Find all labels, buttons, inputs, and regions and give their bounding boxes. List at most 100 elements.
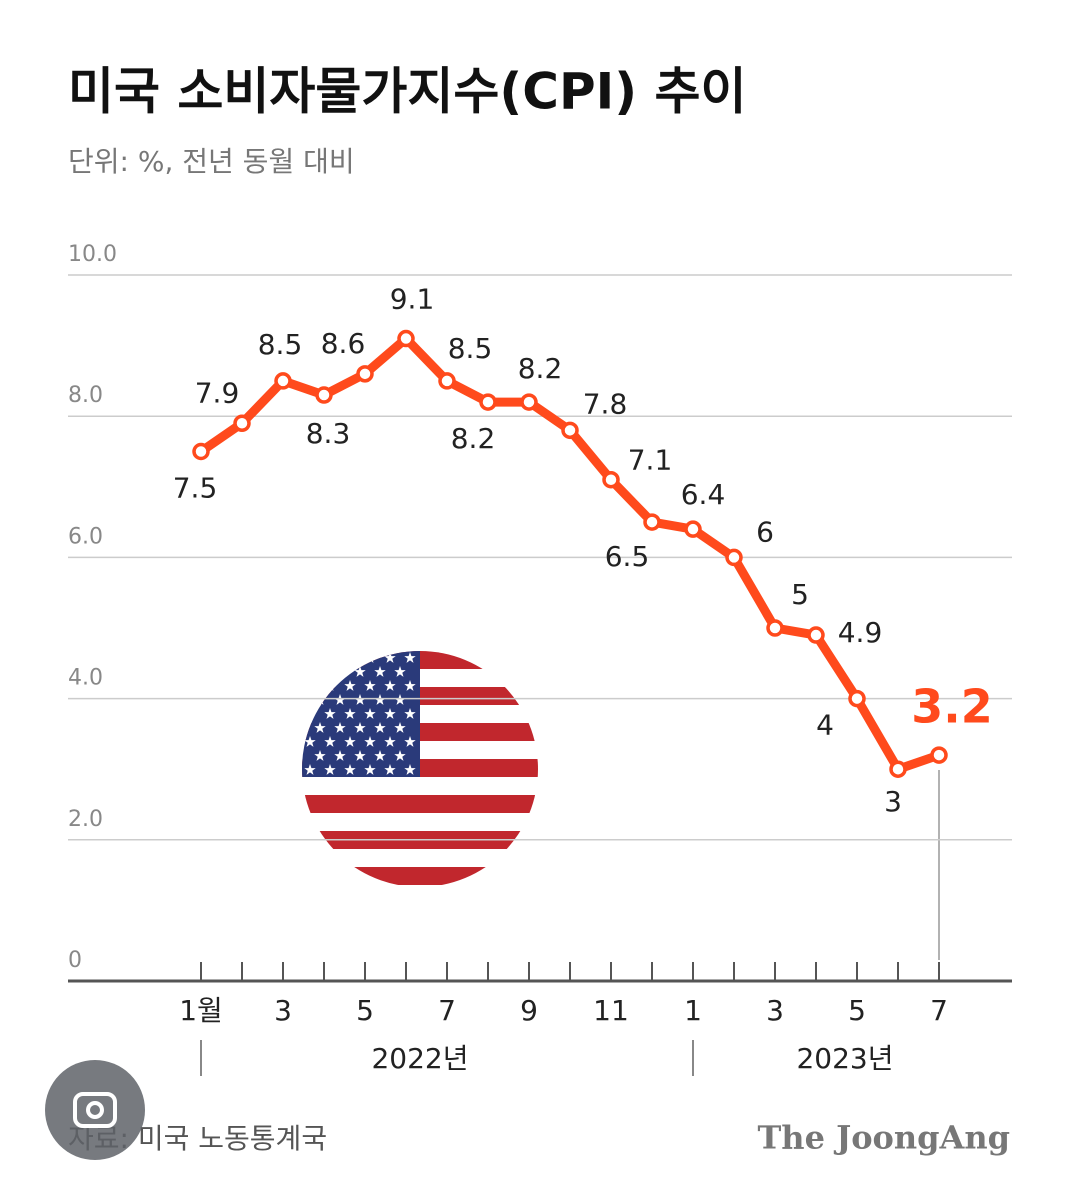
star: [344, 708, 356, 719]
year-label: 2023년: [796, 1042, 893, 1075]
star: [384, 652, 396, 663]
point: [561, 421, 579, 440]
y-tick-label: 8.0: [68, 383, 103, 408]
brand: The JoongAng: [757, 1119, 1010, 1157]
star: [334, 750, 346, 761]
star: [304, 764, 316, 775]
star: [324, 764, 336, 775]
x-tick-label: 5: [848, 994, 866, 1027]
star: [404, 652, 416, 663]
star: [314, 722, 326, 733]
data-label: 5: [791, 578, 809, 611]
star: [384, 764, 396, 775]
data-label: 6.5: [605, 540, 650, 573]
star: [354, 722, 366, 733]
y-tick-label: 2.0: [68, 807, 103, 832]
point: [643, 513, 661, 531]
point: [356, 365, 374, 383]
year-label: 2022년: [371, 1042, 468, 1075]
star: [384, 736, 396, 747]
data-label: 9.1: [390, 283, 435, 316]
data-label: 4: [816, 709, 834, 742]
star: [404, 736, 416, 747]
star: [374, 750, 386, 761]
star: [404, 708, 416, 719]
point: [725, 548, 743, 567]
x-tick-label: 9: [520, 994, 538, 1027]
data-label: 7.8: [583, 387, 628, 420]
y-tick-label: 4.0: [68, 666, 103, 691]
data-label: 8.3: [306, 417, 351, 450]
star: [354, 666, 366, 677]
data-label: 8.5: [448, 332, 493, 365]
star: [374, 722, 386, 733]
x-tick-label: 3: [766, 994, 784, 1027]
chart-subtitle: 단위: %, 전년 동월 대비: [68, 145, 355, 178]
star: [384, 708, 396, 719]
data-label: 8.5: [258, 328, 303, 361]
data-label: 7.9: [195, 376, 240, 409]
point: [315, 386, 333, 404]
star: [344, 680, 356, 691]
star: [304, 736, 316, 747]
data-label: 8.6: [321, 327, 366, 360]
chart-title: 미국 소비자물가지수(CPI) 추이: [68, 63, 746, 121]
star: [324, 708, 336, 719]
data-label: 6.4: [681, 478, 726, 511]
data-label: 4.9: [838, 616, 883, 649]
point: [479, 393, 497, 411]
data-label: 6: [756, 515, 774, 548]
lens-icon[interactable]: [45, 1060, 145, 1160]
point: [684, 520, 702, 538]
data-label: 7.1: [628, 444, 673, 477]
x-tick-label: 7: [438, 994, 456, 1027]
star: [374, 666, 386, 677]
star: [394, 666, 406, 677]
star: [394, 694, 406, 705]
x-tick-label: 1: [684, 994, 702, 1027]
star: [364, 736, 376, 747]
star: [394, 722, 406, 733]
point: [930, 746, 948, 764]
point: [848, 689, 866, 708]
point: [397, 329, 415, 348]
data-label: 7.5: [173, 472, 218, 505]
data-label: 3.2: [911, 680, 993, 734]
star: [384, 680, 396, 691]
point: [192, 442, 210, 461]
point: [438, 372, 456, 390]
x-tick-label: 5: [356, 994, 374, 1027]
x-tick-label: 7: [930, 994, 948, 1027]
star: [324, 736, 336, 747]
x-tick-label: 1월: [179, 994, 223, 1027]
x-tick-label: 11: [593, 994, 629, 1027]
star: [344, 736, 356, 747]
y-tick-label: 0: [68, 948, 82, 973]
point: [766, 619, 784, 637]
point: [602, 470, 620, 489]
star: [354, 694, 366, 705]
data-label: 8.2: [451, 422, 496, 455]
point: [807, 626, 825, 644]
y-tick-label: 6.0: [68, 524, 103, 549]
point: [233, 414, 251, 433]
star: [364, 708, 376, 719]
star: [364, 680, 376, 691]
star: [354, 750, 366, 761]
y-tick-label: 10.0: [68, 242, 117, 267]
star: [404, 764, 416, 775]
star: [374, 694, 386, 705]
x-tick-label: 3: [274, 994, 292, 1027]
star: [404, 680, 416, 691]
star: [394, 750, 406, 761]
star: [334, 694, 346, 705]
star: [364, 764, 376, 775]
star: [314, 750, 326, 761]
star: [344, 764, 356, 775]
point: [889, 760, 907, 778]
data-label: 8.2: [518, 352, 563, 385]
star: [334, 722, 346, 733]
point: [520, 393, 538, 411]
